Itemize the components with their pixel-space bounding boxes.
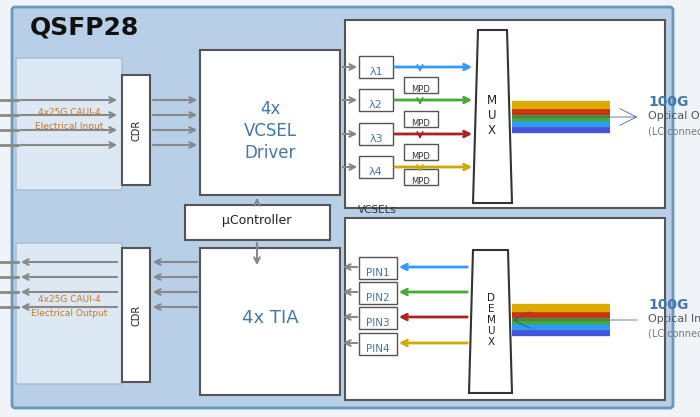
FancyBboxPatch shape	[122, 248, 150, 382]
Text: Electrical Output: Electrical Output	[31, 309, 107, 318]
Text: VCSELs: VCSELs	[358, 205, 397, 215]
FancyBboxPatch shape	[16, 58, 122, 190]
Text: λ1: λ1	[369, 67, 383, 77]
Polygon shape	[469, 250, 512, 393]
Text: PIN4: PIN4	[366, 344, 390, 354]
Text: 4x
VCSEL
Driver: 4x VCSEL Driver	[244, 100, 297, 162]
Text: PIN3: PIN3	[366, 318, 390, 328]
FancyBboxPatch shape	[359, 333, 397, 355]
Text: λ3: λ3	[369, 134, 383, 144]
Text: MPD: MPD	[412, 152, 430, 161]
FancyBboxPatch shape	[16, 243, 122, 384]
Text: λ2: λ2	[369, 100, 383, 110]
Text: Optical Input: Optical Input	[648, 314, 700, 324]
Text: PIN2: PIN2	[366, 293, 390, 303]
FancyBboxPatch shape	[359, 307, 397, 329]
Text: (LC connector): (LC connector)	[648, 329, 700, 339]
Text: MPD: MPD	[412, 177, 430, 186]
Polygon shape	[473, 30, 512, 203]
Text: (LC connector): (LC connector)	[648, 126, 700, 136]
Text: 4x25G CAUI-4: 4x25G CAUI-4	[38, 108, 100, 117]
Text: 100G: 100G	[648, 95, 688, 109]
FancyBboxPatch shape	[185, 205, 330, 240]
Text: M
U
X: M U X	[487, 93, 497, 136]
Text: μController: μController	[223, 214, 292, 226]
Text: QSFP28: QSFP28	[30, 15, 139, 39]
FancyBboxPatch shape	[345, 218, 665, 400]
FancyBboxPatch shape	[404, 111, 438, 127]
FancyBboxPatch shape	[359, 156, 393, 178]
FancyBboxPatch shape	[200, 248, 340, 395]
Text: MPD: MPD	[412, 85, 430, 94]
Text: Optical Output: Optical Output	[648, 111, 700, 121]
Text: CDR: CDR	[131, 304, 141, 326]
FancyBboxPatch shape	[359, 89, 393, 111]
Text: 4x TIA: 4x TIA	[241, 309, 298, 327]
FancyBboxPatch shape	[12, 7, 673, 408]
Text: CDR: CDR	[131, 119, 141, 141]
Text: PIN1: PIN1	[366, 268, 390, 278]
Text: 100G: 100G	[648, 298, 688, 312]
FancyBboxPatch shape	[359, 56, 393, 78]
FancyBboxPatch shape	[200, 50, 340, 195]
Text: D
E
M
U
X: D E M U X	[486, 293, 496, 347]
Text: λ4: λ4	[369, 167, 383, 177]
FancyBboxPatch shape	[359, 123, 393, 145]
FancyBboxPatch shape	[404, 169, 438, 185]
FancyBboxPatch shape	[359, 282, 397, 304]
FancyBboxPatch shape	[345, 20, 665, 208]
FancyBboxPatch shape	[122, 75, 150, 185]
FancyBboxPatch shape	[404, 144, 438, 160]
FancyBboxPatch shape	[404, 77, 438, 93]
FancyBboxPatch shape	[359, 257, 397, 279]
Text: 4x25G CAUI-4: 4x25G CAUI-4	[38, 295, 100, 304]
Text: MPD: MPD	[412, 119, 430, 128]
Text: Electrical Input: Electrical Input	[35, 122, 103, 131]
